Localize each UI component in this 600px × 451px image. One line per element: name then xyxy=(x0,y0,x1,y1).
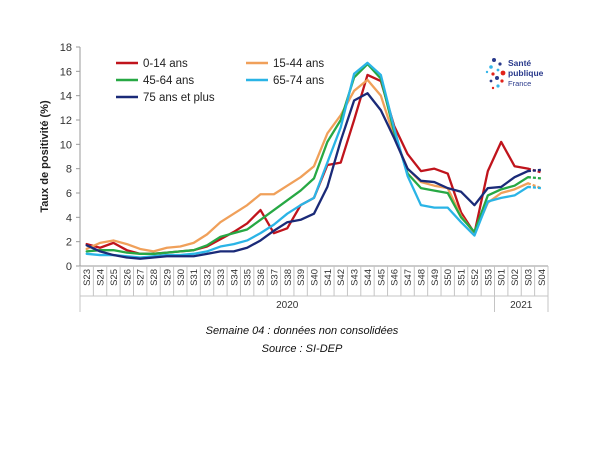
x-tick-label: S03 xyxy=(523,269,534,286)
x-tick-label: S42 xyxy=(336,269,347,286)
logo-dot xyxy=(496,68,500,72)
x-tick-label: S28 xyxy=(149,269,160,286)
x-tick-label: S36 xyxy=(256,269,267,286)
note-unconsolidated: Semaine 04 : données non consolidées xyxy=(206,325,399,337)
y-tick-label: 12 xyxy=(60,115,72,127)
y-tick-label: 16 xyxy=(60,66,72,78)
x-tick-label: S47 xyxy=(403,269,414,286)
x-tick-label: S25 xyxy=(109,269,120,286)
y-tick-label: 4 xyxy=(66,212,72,224)
x-tick-label: S27 xyxy=(136,269,147,286)
series-line-2 xyxy=(85,78,530,253)
series-line-5-provisional xyxy=(527,168,542,173)
x-tick-label: S02 xyxy=(510,269,521,286)
x-tick-label: S32 xyxy=(203,269,214,286)
series-line-5 xyxy=(85,92,530,260)
x-tick-label: S49 xyxy=(430,269,441,286)
logo-dot xyxy=(500,70,506,76)
x-tick-label: S48 xyxy=(416,269,427,286)
chart-series xyxy=(85,61,542,260)
y-tick-label: 18 xyxy=(60,42,72,54)
x-tick-label: S45 xyxy=(376,269,387,286)
note-source: Source : SI-DEP xyxy=(262,343,343,355)
logo-dots-icon xyxy=(485,58,506,90)
legend-label: 0-14 ans xyxy=(143,58,188,70)
series-line-3 xyxy=(85,62,530,255)
x-tick-label: S24 xyxy=(96,269,107,286)
series-line-4-provisional xyxy=(527,185,542,190)
logo-line-3: France xyxy=(508,79,531,88)
x-tick-label: S39 xyxy=(296,269,307,286)
logo-dot xyxy=(496,84,500,88)
x-tick-label: S52 xyxy=(470,269,481,286)
x-tick-label: S43 xyxy=(350,269,361,286)
logo-dot xyxy=(491,86,495,90)
x-tick-label: S46 xyxy=(390,269,401,286)
legend-label: 65-74 ans xyxy=(273,75,324,87)
legend-label: 15-44 ans xyxy=(273,58,324,70)
legend-label: 75 ans et plus xyxy=(143,92,215,104)
sante-publique-france-logo: Santé publique France xyxy=(485,58,544,90)
x-tick-label: S44 xyxy=(363,269,374,286)
x-tick-label: S40 xyxy=(310,269,321,286)
y-tick-label: 6 xyxy=(66,188,72,200)
year-group-label: 2021 xyxy=(510,300,533,311)
series-line-3-provisional xyxy=(527,176,542,180)
x-tick-label: S50 xyxy=(443,269,454,286)
x-tick-label: S01 xyxy=(497,269,508,286)
legend-label: 45-64 ans xyxy=(143,75,194,87)
x-tick-label: S29 xyxy=(162,269,173,286)
chart-legend: 0-14 ans 15-44 ans 45-64 ans 65-74 ans 75 an… xyxy=(116,58,324,104)
x-tick-label: S34 xyxy=(229,269,240,286)
y-tick-label: 8 xyxy=(66,164,72,176)
x-tick-label: S30 xyxy=(176,269,187,286)
series-line-4 xyxy=(85,61,530,259)
x-tick-label: S26 xyxy=(122,269,133,286)
x-tick-label: S38 xyxy=(283,269,294,286)
logo-dot xyxy=(491,72,495,76)
x-tick-label: S35 xyxy=(243,269,254,286)
logo-dot xyxy=(485,70,489,74)
logo-dot xyxy=(489,79,493,83)
x-tick-label: S04 xyxy=(537,269,548,286)
x-tick-label: S23 xyxy=(82,269,93,286)
chart-axes: 0 2 4 6 8 10 12 14 16 18 Taux de positivité (%) S23… xyxy=(39,42,549,312)
x-tick-label: S31 xyxy=(189,269,200,286)
x-tick-label: S37 xyxy=(269,269,280,286)
logo-line-2: publique xyxy=(508,68,544,78)
logo-dot xyxy=(500,79,504,83)
y-tick-label: 14 xyxy=(60,91,72,103)
y-tick-label: 2 xyxy=(66,237,72,249)
logo-dot xyxy=(492,58,496,62)
logo-dot xyxy=(498,62,502,66)
logo-dot xyxy=(489,65,493,69)
logo-dot xyxy=(495,76,499,80)
y-tick-label: 10 xyxy=(60,139,72,151)
year-group-label: 2020 xyxy=(276,300,299,311)
y-tick-label: 0 xyxy=(66,261,72,273)
y-axis-title: Taux de positivité (%) xyxy=(39,100,51,213)
x-tick-label: S51 xyxy=(457,269,468,286)
x-tick-label: S53 xyxy=(483,269,494,286)
logo-line-1: Santé xyxy=(508,58,531,68)
x-tick-label: S41 xyxy=(323,269,334,286)
x-tick-label: S33 xyxy=(216,269,227,286)
